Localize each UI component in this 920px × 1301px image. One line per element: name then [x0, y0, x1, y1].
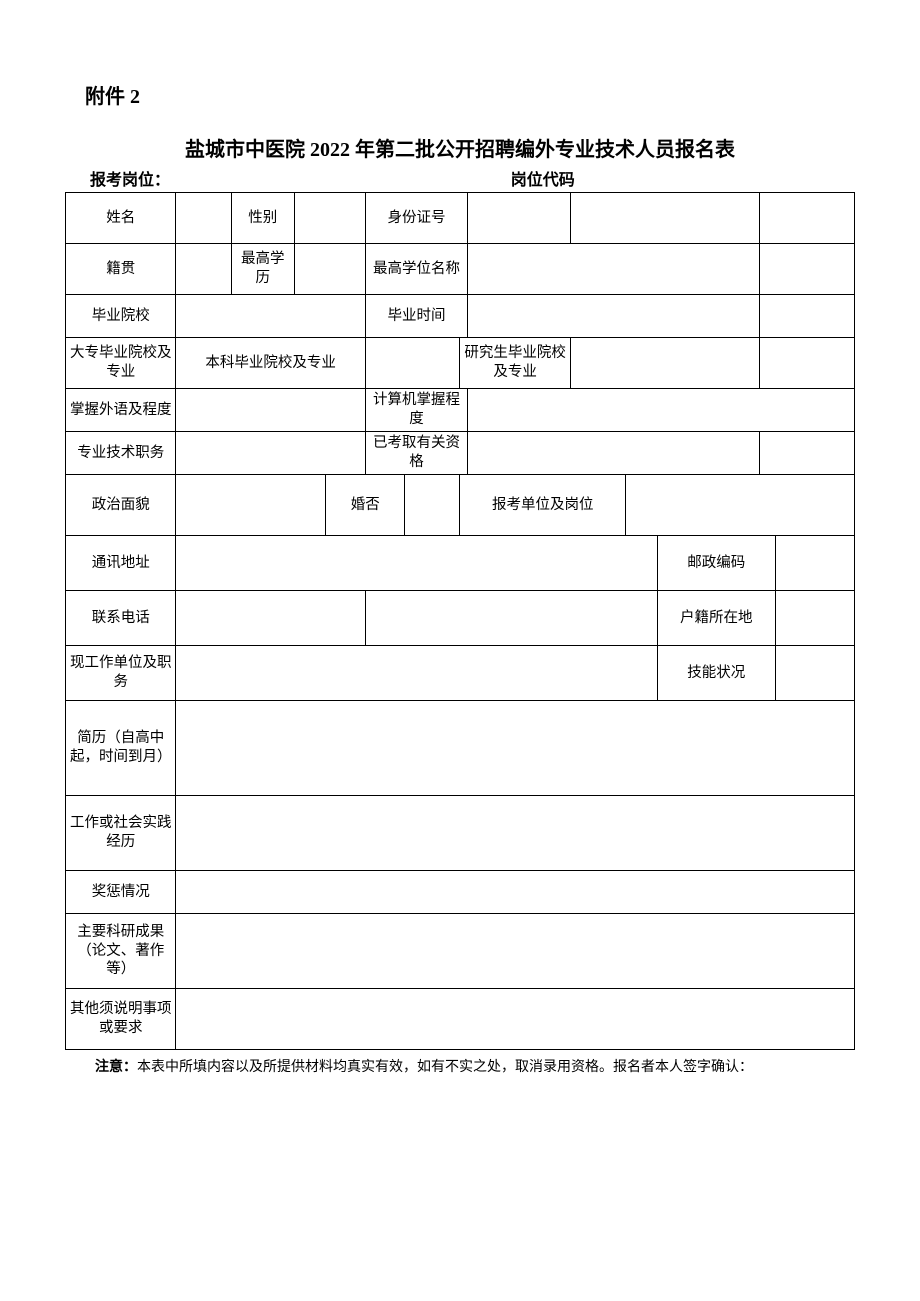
value-gender: [294, 193, 365, 244]
label-highest-degree-name: 最高学位名称: [365, 244, 468, 295]
footnote: 注意：本表中所填内容以及所提供材料均真实有效，如有不实之处，取消录用资格。报名者…: [65, 1056, 855, 1076]
label-professional-title: 专业技术职务: [66, 432, 176, 475]
label-apply-unit-position: 报考单位及岗位: [460, 475, 626, 536]
label-other-notes: 其他须说明事项或要求: [66, 989, 176, 1050]
label-address: 通讯地址: [66, 536, 176, 591]
value-apply-unit-position: [626, 475, 855, 536]
value-computer-skill: [468, 389, 855, 432]
value-phone: [176, 591, 365, 646]
value-highest-degree-name: [468, 244, 760, 295]
value-other-notes: [176, 989, 855, 1050]
value-grad-school: [176, 295, 365, 338]
value-qualifications: [468, 432, 760, 475]
value-native-place: [176, 244, 231, 295]
registration-form-table: 姓名 性别 身份证号 籍贯 最高学历 最高学位名称 毕业院校 毕业时间 大专毕业…: [65, 192, 855, 1050]
value-grad-school-major: [570, 338, 759, 389]
label-rewards-penalties: 奖惩情况: [66, 871, 176, 914]
label-foreign-lang: 掌握外语及程度: [66, 389, 176, 432]
value-resume: [176, 701, 855, 796]
label-grad-school-major: 研究生毕业院校及专业: [460, 338, 570, 389]
value-highest-edu: [294, 244, 365, 295]
value-household-location: [775, 591, 854, 646]
apply-position-label: 报考岗位：: [90, 166, 511, 190]
value-grad-time: [468, 295, 760, 338]
value-professional-title: [176, 432, 365, 475]
attachment-label: 附件 2: [85, 80, 855, 109]
value-address: [176, 536, 657, 591]
value-work-experience: [176, 796, 855, 871]
label-gender: 性别: [231, 193, 294, 244]
label-current-company-title: 现工作单位及职务: [66, 646, 176, 701]
label-skill-status: 技能状况: [657, 646, 775, 701]
value-research-results: [176, 914, 855, 989]
value-id-number: [468, 193, 571, 244]
label-resume: 简历（自高中起，时间到月）: [66, 701, 176, 796]
label-college-school-major: 大专毕业院校及专业: [66, 338, 176, 389]
value-postal-code: [775, 536, 854, 591]
value-highest-degree-name-2: [760, 244, 855, 295]
value-name: [176, 193, 231, 244]
label-research-results: 主要科研成果（论文、著作等）: [66, 914, 176, 989]
label-postal-code: 邮政编码: [657, 536, 775, 591]
label-household-location: 户籍所在地: [657, 591, 775, 646]
label-computer-skill: 计算机掌握程度: [365, 389, 468, 432]
value-id-number-2: [570, 193, 759, 244]
label-phone: 联系电话: [66, 591, 176, 646]
value-qualifications-2: [760, 432, 855, 475]
label-name: 姓名: [66, 193, 176, 244]
footnote-bold: 注意：: [95, 1060, 137, 1075]
label-political-status: 政治面貌: [66, 475, 176, 536]
value-married: [405, 475, 460, 536]
label-id-number: 身份证号: [365, 193, 468, 244]
value-foreign-lang: [176, 389, 365, 432]
footnote-text: 本表中所填内容以及所提供材料均真实有效，如有不实之处，取消录用资格。报名者本人签…: [137, 1060, 753, 1075]
label-bachelor-school-major: 本科毕业院校及专业: [176, 338, 365, 389]
value-political-status: [176, 475, 326, 536]
value-grad-school-major-2: [760, 338, 855, 389]
value-id-number-3: [760, 193, 855, 244]
position-code-label: 岗位代码: [511, 166, 855, 190]
form-title: 盐城市中医院 2022 年第二批公开招聘编外专业技术人员报名表: [65, 133, 855, 162]
label-grad-school: 毕业院校: [66, 295, 176, 338]
label-married: 婚否: [326, 475, 405, 536]
value-skill-status: [775, 646, 854, 701]
label-grad-time: 毕业时间: [365, 295, 468, 338]
label-work-experience: 工作或社会实践经历: [66, 796, 176, 871]
value-bachelor: [365, 338, 460, 389]
value-grad-time-2: [760, 295, 855, 338]
value-phone-2: [365, 591, 657, 646]
label-qualifications: 已考取有关资格: [365, 432, 468, 475]
subheader: 报考岗位： 岗位代码: [65, 166, 855, 190]
value-rewards-penalties: [176, 871, 855, 914]
label-native-place: 籍贯: [66, 244, 176, 295]
value-current-company-title: [176, 646, 657, 701]
label-highest-edu: 最高学历: [231, 244, 294, 295]
